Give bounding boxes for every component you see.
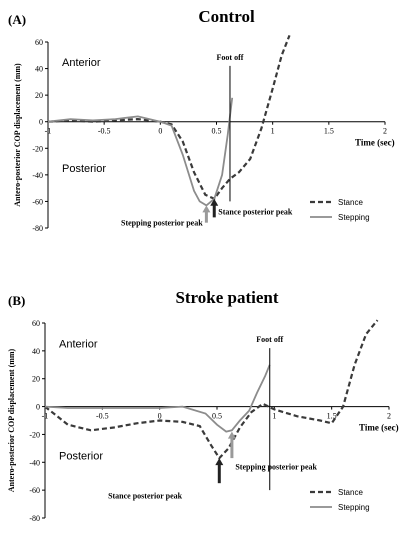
p1-y-tick-label: -80 — [32, 224, 43, 233]
p2-x-tick-label: 1 — [272, 412, 276, 421]
p1-legend-label-stance: Stance — [338, 198, 363, 207]
p1-stance-peak-label: Stance posterior peak — [218, 208, 293, 217]
p1-legend-label-stepping: Stepping — [338, 213, 370, 222]
p2-y-tick-label: 40 — [32, 347, 40, 356]
p1-y-tick-label: 40 — [35, 65, 43, 74]
p1-panel-label: (A) — [8, 12, 26, 27]
p2-x-tick-label: 0 — [158, 412, 162, 421]
p1-anterior-label: Anterior — [62, 57, 101, 69]
p1-x-tick-label: -1 — [45, 127, 52, 136]
p1-x-tick-label: 1 — [271, 127, 275, 136]
p2-stance-peak-label: Stance posterior peak — [108, 492, 183, 501]
p1-y-tick-label: 60 — [35, 38, 43, 47]
p1-x-tick-label: 0.5 — [212, 127, 222, 136]
p1-y-tick-label: -40 — [32, 171, 43, 180]
p1-y-tick-label: 0 — [39, 118, 43, 127]
p2-stepping-peak-arrow-head — [227, 431, 236, 439]
p2-y-tick-label: -40 — [29, 458, 40, 467]
p2-y-axis-label: Antero-posterior COP displacement (mm) — [7, 348, 16, 492]
p2-x-axis-label: Time (sec) — [359, 423, 399, 433]
p2-x-tick-label: -0.5 — [96, 412, 109, 421]
p1-series-stepping — [47, 97, 234, 207]
p2-legend-label-stepping: Stepping — [338, 503, 370, 512]
p1-y-axis-label: Antero-posterior COP displacement (mm) — [13, 63, 22, 207]
p1-stepping-peak-arrow-head — [202, 205, 211, 213]
p2-panel-label: (B) — [8, 293, 25, 308]
p2-legend-label-stance: Stance — [338, 488, 363, 497]
p2-y-tick-label: -60 — [29, 486, 40, 495]
p1-x-tick-label: 2 — [383, 127, 387, 136]
p2-foot-off-label: Foot off — [256, 335, 283, 344]
p2-series-stepping — [44, 364, 271, 433]
p1-x-axis-label: Time (sec) — [355, 138, 395, 148]
p2-y-tick-label: 60 — [32, 319, 40, 328]
p1-y-tick-label: 20 — [35, 91, 43, 100]
p2-x-tick-label: -1 — [42, 412, 49, 421]
p1-y-tick-label: -20 — [32, 144, 43, 153]
p2-y-tick-label: 20 — [32, 375, 40, 384]
p1-x-tick-label: -0.5 — [98, 127, 111, 136]
p2-y-tick-label: 0 — [36, 403, 40, 412]
p1-chart-title: Control — [198, 7, 255, 26]
p2-y-tick-label: -20 — [29, 430, 40, 439]
p2-anterior-label: Anterior — [59, 338, 98, 350]
p2-stepping-peak-label: Stepping posterior peak — [235, 462, 317, 471]
p2-y-tick-label: -80 — [29, 514, 40, 523]
p1-stance-peak-arrow-head — [210, 198, 219, 206]
p2-x-tick-label: 1.5 — [327, 412, 337, 421]
p1-posterior-label: Posterior — [62, 163, 106, 175]
p2-x-tick-label: 2 — [387, 412, 391, 421]
p1-stepping-peak-label: Stepping posterior peak — [121, 218, 203, 227]
p1-x-tick-label: 0 — [158, 127, 162, 136]
p1-series-stance — [47, 34, 291, 201]
p1-y-tick-label: -60 — [32, 197, 43, 206]
p1-x-tick-label: 1.5 — [324, 127, 334, 136]
p2-posterior-label: Posterior — [59, 451, 103, 463]
p2-stance-peak-arrow-head — [215, 458, 224, 466]
p2-chart-title: Stroke patient — [175, 288, 278, 307]
p2-x-tick-label: 0.5 — [212, 412, 222, 421]
p1-foot-off-label: Foot off — [217, 53, 244, 62]
